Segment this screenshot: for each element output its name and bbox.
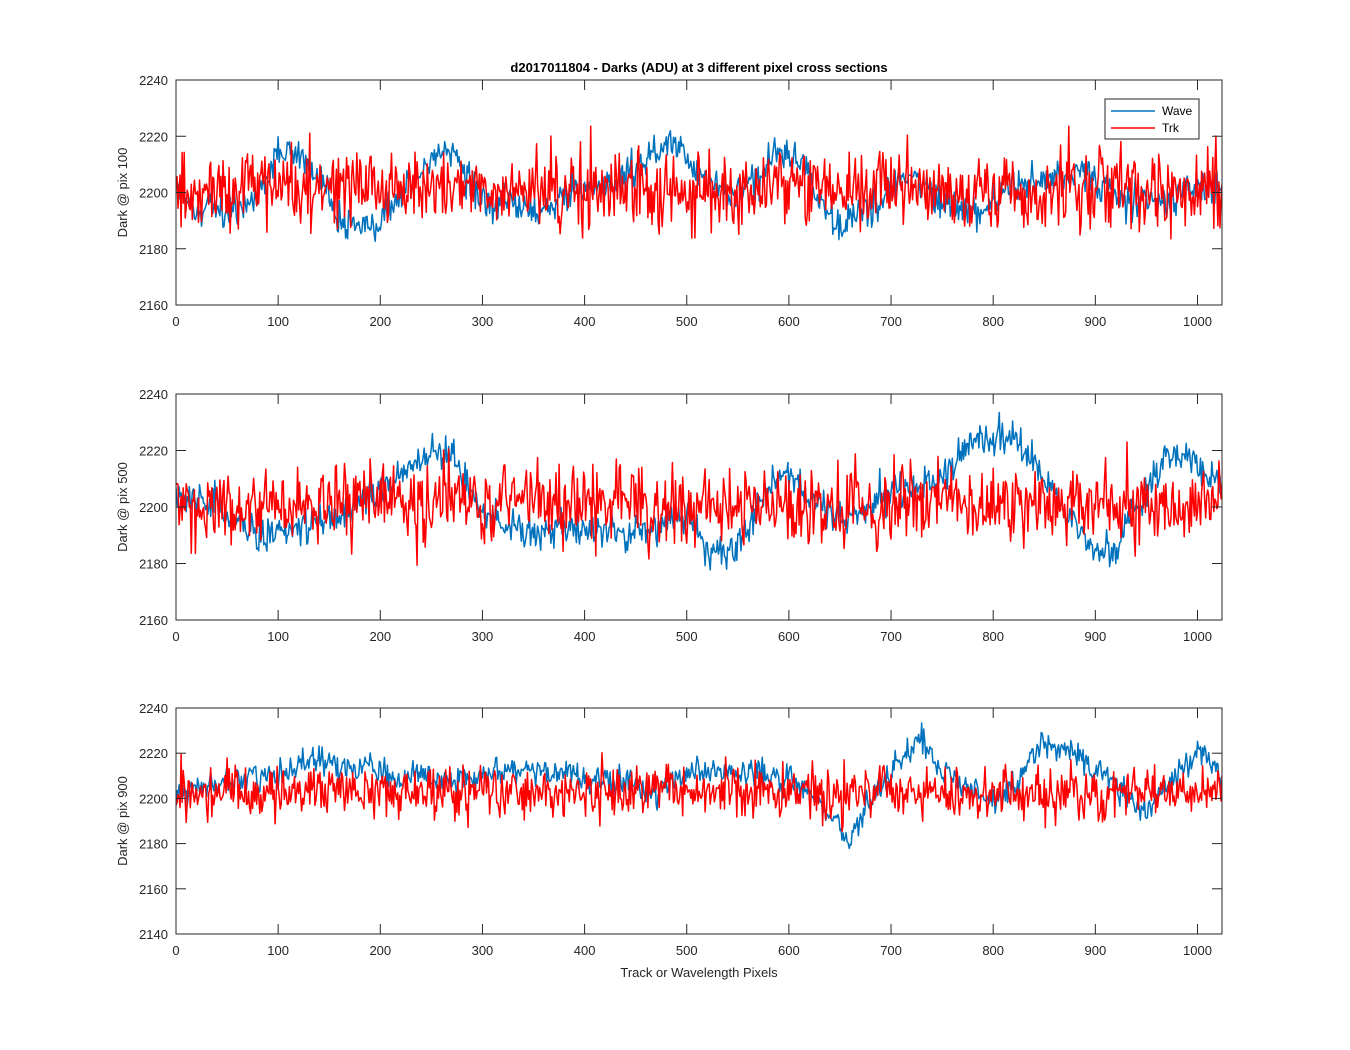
y-axis-label: Dark @ pix 900 bbox=[115, 776, 130, 866]
x-tick-label: 700 bbox=[880, 629, 902, 644]
legend-box bbox=[1104, 98, 1200, 140]
x-tick-label: 0 bbox=[172, 943, 179, 958]
series-line-trk bbox=[176, 125, 1222, 240]
y-tick-label: 2200 bbox=[139, 186, 168, 201]
x-tick-label: 300 bbox=[472, 314, 494, 329]
y-axis-label: Dark @ pix 500 bbox=[115, 462, 130, 552]
y-axis-label: Dark @ pix 100 bbox=[115, 148, 130, 238]
subplot-2: 0 100 200 300 400 500 600 700 800 900 1000 2160 2180… bbox=[115, 387, 1223, 644]
figure-title: d2017011804 - Darks (ADU) at 3 different… bbox=[510, 60, 887, 75]
x-tick-label: 0 bbox=[172, 314, 179, 329]
y-tick-label: 2140 bbox=[139, 927, 168, 942]
x-tick-label: 1000 bbox=[1183, 943, 1212, 958]
x-tick-label: 400 bbox=[574, 314, 596, 329]
x-tick-label: 100 bbox=[267, 943, 289, 958]
x-tick-label: 300 bbox=[472, 943, 494, 958]
x-tick-label: 800 bbox=[982, 314, 1004, 329]
x-tick-label: 700 bbox=[880, 943, 902, 958]
y-tick-label: 2200 bbox=[139, 791, 168, 806]
y-tick-label: 2180 bbox=[139, 837, 168, 852]
x-tick-label: 900 bbox=[1084, 629, 1106, 644]
y-tick-label: 2240 bbox=[139, 701, 168, 716]
x-tick-label: 1000 bbox=[1183, 629, 1212, 644]
y-tick-label: 2220 bbox=[139, 444, 168, 459]
x-tick-label: 800 bbox=[982, 629, 1004, 644]
y-tick-label: 2160 bbox=[139, 298, 168, 313]
x-tick-label: 600 bbox=[778, 943, 800, 958]
x-tick-label: 200 bbox=[369, 943, 391, 958]
x-tick-label: 1000 bbox=[1183, 314, 1212, 329]
x-tick-label: 100 bbox=[267, 629, 289, 644]
y-tick-label: 2240 bbox=[139, 73, 168, 88]
legend-label-wave: Wave bbox=[1162, 104, 1193, 118]
x-tick-label: 900 bbox=[1084, 314, 1106, 329]
series-line-trk bbox=[176, 441, 1222, 567]
x-tick-label: 400 bbox=[574, 943, 596, 958]
y-tick-label: 2180 bbox=[139, 242, 168, 257]
plot-area bbox=[176, 80, 1222, 305]
legend-label-trk: Trk bbox=[1162, 121, 1180, 135]
x-tick-label: 500 bbox=[676, 943, 698, 958]
y-tick-label: 2220 bbox=[139, 129, 168, 144]
x-tick-label: 0 bbox=[172, 629, 179, 644]
plot-area bbox=[176, 708, 1222, 934]
y-tick-label: 2160 bbox=[139, 613, 168, 628]
y-tick-label: 2180 bbox=[139, 557, 168, 572]
series-line-wave bbox=[176, 722, 1222, 850]
x-tick-label: 200 bbox=[369, 629, 391, 644]
legend: Wave Trk bbox=[1104, 98, 1200, 140]
y-tick-label: 2220 bbox=[139, 746, 168, 761]
x-tick-label: 200 bbox=[369, 314, 391, 329]
x-tick-label: 600 bbox=[778, 314, 800, 329]
x-tick-label: 500 bbox=[676, 629, 698, 644]
x-tick-label: 300 bbox=[472, 629, 494, 644]
x-tick-label: 600 bbox=[778, 629, 800, 644]
subplot-1: 0 100 200 300 400 500 600 700 800 900 1000 2160 2180… bbox=[115, 73, 1223, 329]
y-tick-label: 2240 bbox=[139, 387, 168, 402]
series-line-trk bbox=[176, 752, 1222, 833]
x-tick-label: 100 bbox=[267, 314, 289, 329]
x-tick-label: 500 bbox=[676, 314, 698, 329]
subplot-3: 0 100 200 300 400 500 600 700 800 900 1000 2140 2160… bbox=[115, 701, 1223, 980]
x-tick-label: 900 bbox=[1084, 943, 1106, 958]
y-tick-label: 2160 bbox=[139, 882, 168, 897]
axes-box bbox=[175, 707, 1223, 935]
x-tick-label: 800 bbox=[982, 943, 1004, 958]
axes-container: 0 100 200 300 400 500 600 700 800 900 100021602180… bbox=[115, 73, 1223, 980]
x-axis-label: Track or Wavelength Pixels bbox=[620, 965, 778, 980]
x-tick-label: 700 bbox=[880, 314, 902, 329]
x-tick-label: 400 bbox=[574, 629, 596, 644]
y-tick-label: 2200 bbox=[139, 500, 168, 515]
